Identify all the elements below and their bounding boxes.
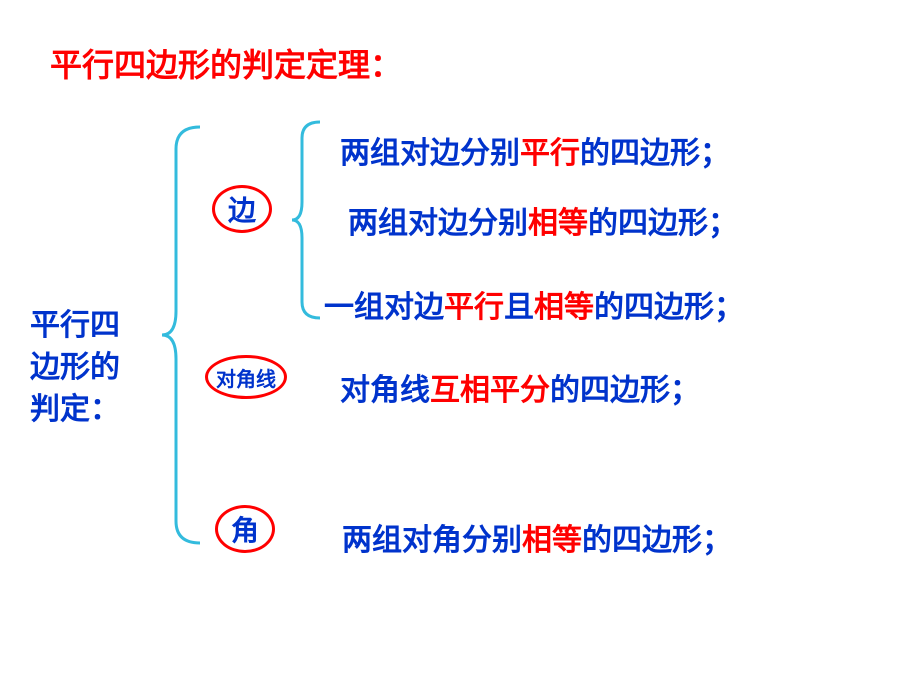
category-label: 边: [228, 189, 256, 229]
category-ellipse: 边: [212, 185, 272, 233]
condition-text: 的四边形；: [594, 291, 744, 324]
condition-line: 两组对边分别平行的四边形；: [340, 128, 730, 172]
brace-main: [160, 125, 200, 545]
condition-text: 一组对边: [324, 291, 444, 324]
condition-line: 两组对边分别相等的四边形；: [348, 198, 738, 242]
condition-text: 平行: [520, 137, 580, 170]
condition-text: 互相平分: [430, 374, 550, 407]
condition-text: 的四边形；: [582, 524, 732, 557]
condition-text: 对角线: [340, 374, 430, 407]
condition-text: 两组对边分别: [348, 207, 528, 240]
condition-text: 且: [504, 291, 534, 324]
condition-text: 的四边形；: [580, 137, 730, 170]
brace-sub: [290, 120, 320, 320]
category-ellipse: 对角线: [205, 355, 287, 399]
title-text: 平行四边形的判定定理：: [50, 47, 402, 83]
condition-text: 平行: [444, 291, 504, 324]
main-label-line: 判定：: [30, 389, 120, 431]
condition-text: 两组对角分别: [342, 524, 522, 557]
condition-text: 相等: [528, 207, 588, 240]
category-label: 角: [231, 509, 259, 549]
main-label-line: 边形的: [30, 347, 120, 389]
condition-text: 两组对边分别: [340, 137, 520, 170]
condition-line: 两组对角分别相等的四边形；: [342, 515, 732, 559]
condition-text: 的四边形；: [550, 374, 700, 407]
condition-text: 相等: [534, 291, 594, 324]
page-title: 平行四边形的判定定理：: [50, 40, 402, 86]
category-ellipse: 角: [215, 505, 275, 553]
condition-line: 对角线互相平分的四边形；: [340, 365, 700, 409]
condition-text: 相等: [522, 524, 582, 557]
condition-line: 一组对边平行且相等的四边形；: [324, 282, 744, 326]
main-label: 平行四 边形的 判定：: [30, 305, 120, 431]
main-label-line: 平行四: [30, 305, 120, 347]
category-label: 对角线: [216, 363, 276, 392]
condition-text: 的四边形；: [588, 207, 738, 240]
